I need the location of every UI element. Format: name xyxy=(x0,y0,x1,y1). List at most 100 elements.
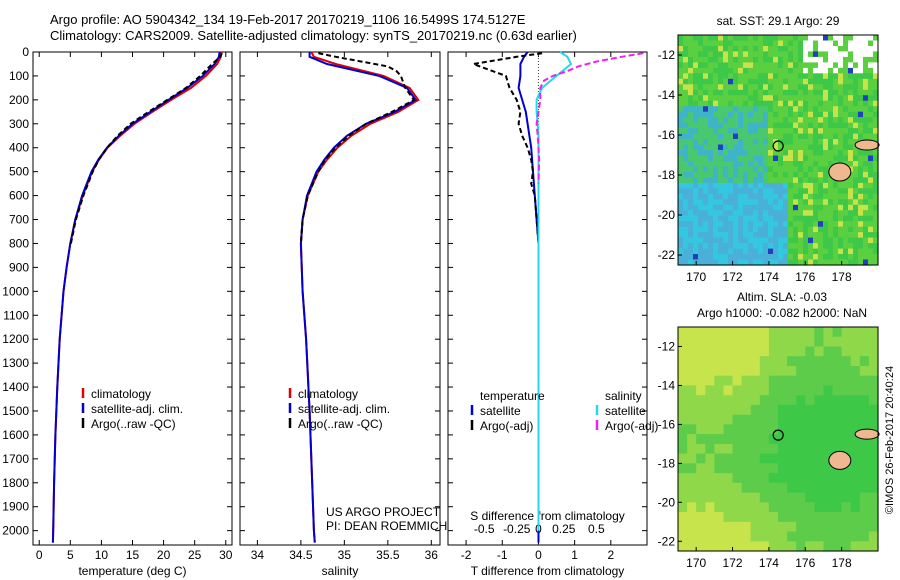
map-cell xyxy=(714,463,725,474)
map-cell xyxy=(783,73,789,80)
map-cell xyxy=(853,35,859,42)
map-cell xyxy=(853,155,859,162)
map-cell xyxy=(850,414,861,425)
map-cell xyxy=(838,133,844,140)
map-cell xyxy=(828,100,834,107)
map-cell xyxy=(738,73,744,80)
map-cell xyxy=(850,356,861,367)
map-cell xyxy=(753,144,759,151)
map-cell xyxy=(873,193,879,200)
map-cell xyxy=(743,232,749,239)
map-cell xyxy=(803,100,809,107)
map-cell xyxy=(778,356,788,367)
map-cell xyxy=(798,188,804,195)
map-cell xyxy=(843,67,849,74)
map-cell xyxy=(738,259,744,266)
map-cell xyxy=(868,122,874,129)
map-cell xyxy=(678,199,684,206)
map-cell xyxy=(787,492,797,503)
map-cell xyxy=(713,199,719,206)
map-cell xyxy=(723,73,729,80)
map-cell xyxy=(853,73,859,80)
map-cell xyxy=(733,215,739,222)
map-cell xyxy=(863,188,869,195)
map-cell xyxy=(828,128,834,135)
map-cell xyxy=(833,106,839,113)
y-tick-label: 2000 xyxy=(2,524,29,538)
map-cell xyxy=(838,100,844,107)
x-tick-label: 172 xyxy=(723,556,743,570)
map-cell xyxy=(718,46,724,53)
map-cell xyxy=(814,385,825,396)
map-cell xyxy=(687,404,697,416)
map-cell xyxy=(838,62,844,69)
map-cell xyxy=(683,161,689,168)
map-cell xyxy=(805,453,815,464)
map-cell xyxy=(818,95,824,102)
map-cell xyxy=(696,492,706,503)
map-cell xyxy=(696,443,706,455)
map-cell xyxy=(823,210,829,217)
map-cell xyxy=(743,210,749,217)
map-cell xyxy=(743,155,749,162)
map-cell xyxy=(748,177,754,184)
map-cell xyxy=(823,327,834,338)
map-cell xyxy=(758,188,764,195)
map-cell xyxy=(708,204,714,211)
map-cell xyxy=(823,424,834,435)
map-cell xyxy=(723,150,729,157)
map-cell xyxy=(713,78,719,85)
map-cell xyxy=(783,232,789,239)
map-cell xyxy=(678,254,684,261)
map-cell xyxy=(803,111,809,118)
map-cell xyxy=(778,100,784,107)
map-cell xyxy=(683,199,689,206)
map-cell xyxy=(763,161,769,168)
series-line xyxy=(51,51,223,543)
map-cell xyxy=(848,226,854,233)
map-cell xyxy=(798,243,804,250)
map-cell xyxy=(678,155,684,162)
map-cell xyxy=(738,95,744,102)
map-cell xyxy=(768,89,774,96)
map-cell xyxy=(823,150,829,157)
map-cell xyxy=(753,67,759,74)
map-cell xyxy=(828,56,834,63)
map-cell xyxy=(678,62,684,69)
map-cell xyxy=(814,404,825,416)
map-cell xyxy=(793,215,799,222)
map-cell xyxy=(748,78,754,85)
map-cell xyxy=(718,73,724,80)
map-cell xyxy=(833,62,839,69)
map-cell xyxy=(773,210,779,217)
map-cell xyxy=(783,226,789,233)
map-cell xyxy=(841,521,852,533)
map-cell xyxy=(705,453,715,464)
map-cell xyxy=(723,139,729,146)
map-cell xyxy=(868,150,874,157)
map-cell xyxy=(838,106,844,113)
map-cell xyxy=(733,139,739,146)
map-cell xyxy=(838,215,844,222)
map-cell xyxy=(823,199,829,206)
map-cell xyxy=(738,128,744,135)
map-cell xyxy=(733,46,739,53)
map-cell xyxy=(683,226,689,233)
map-cell xyxy=(698,215,704,222)
map-cell xyxy=(848,46,854,53)
map-cell xyxy=(768,424,779,435)
map-cell xyxy=(738,254,744,261)
map-cell xyxy=(738,248,744,255)
map-cell xyxy=(743,193,749,200)
map-cell xyxy=(843,254,849,261)
map-cell xyxy=(858,171,864,178)
map-cell xyxy=(758,67,764,74)
map-cell xyxy=(728,177,734,184)
map-cell xyxy=(678,541,688,552)
map-cell xyxy=(698,117,704,124)
map-cell xyxy=(873,237,879,244)
map-cell xyxy=(868,512,879,523)
map-cell xyxy=(848,204,854,211)
map-cell xyxy=(763,188,769,195)
map-cell xyxy=(793,56,799,63)
